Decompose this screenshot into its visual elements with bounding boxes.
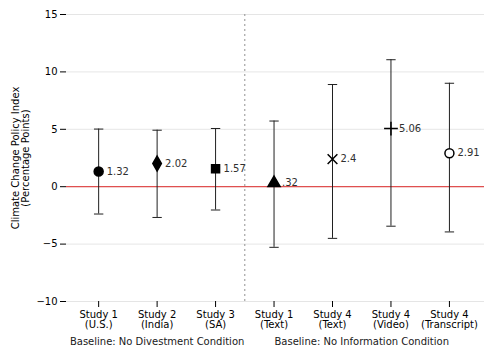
svg-text:1.57: 1.57 bbox=[224, 163, 246, 174]
svg-text:Study 4(Video): Study 4(Video) bbox=[372, 309, 410, 330]
svg-text:.32: .32 bbox=[282, 177, 298, 188]
svg-text:2.4: 2.4 bbox=[341, 153, 357, 164]
svg-text:2.91: 2.91 bbox=[457, 147, 479, 158]
svg-text:5.06: 5.06 bbox=[399, 123, 421, 134]
svg-text:Study 4(Transcript): Study 4(Transcript) bbox=[421, 309, 478, 330]
svg-text:Baseline: No Divestment Condit: Baseline: No Divestment Condition bbox=[70, 336, 244, 347]
svg-text:Study 2(India): Study 2(India) bbox=[138, 309, 176, 330]
svg-text:Study 1(Text): Study 1(Text) bbox=[255, 309, 293, 330]
svg-text:15: 15 bbox=[45, 9, 58, 20]
svg-text:−5: −5 bbox=[43, 238, 58, 249]
svg-text:Study 4(Text): Study 4(Text) bbox=[313, 309, 351, 330]
svg-text:Study 3(SA): Study 3(SA) bbox=[196, 309, 234, 330]
svg-text:−10: −10 bbox=[36, 296, 57, 307]
svg-text:1.32: 1.32 bbox=[107, 166, 129, 177]
svg-text:Climate Change Policy Index(Pe: Climate Change Policy Index(Percentage P… bbox=[10, 87, 31, 230]
svg-text:5: 5 bbox=[51, 124, 57, 135]
svg-text:2.02: 2.02 bbox=[165, 158, 187, 169]
svg-text:Baseline: No Information Condi: Baseline: No Information Condition bbox=[274, 336, 449, 347]
svg-text:0: 0 bbox=[51, 181, 57, 192]
svg-text:10: 10 bbox=[45, 66, 58, 77]
svg-text:Study 1(U.S.): Study 1(U.S.) bbox=[79, 309, 117, 330]
